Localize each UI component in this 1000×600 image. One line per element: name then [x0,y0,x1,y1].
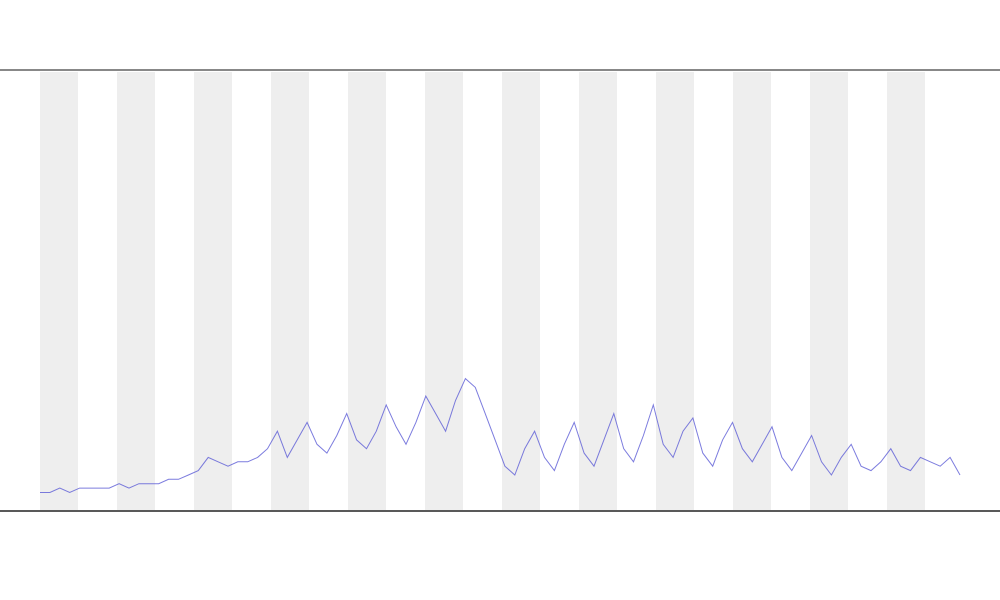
band [117,72,155,510]
band [348,72,386,510]
series-line [40,377,961,494]
band [656,72,694,510]
band [887,72,925,510]
band [425,72,463,510]
band [502,72,540,510]
bands [40,72,925,510]
band [194,72,232,510]
band [810,72,848,510]
band [40,72,78,510]
band [271,72,309,510]
band [733,72,771,510]
band [579,72,617,510]
